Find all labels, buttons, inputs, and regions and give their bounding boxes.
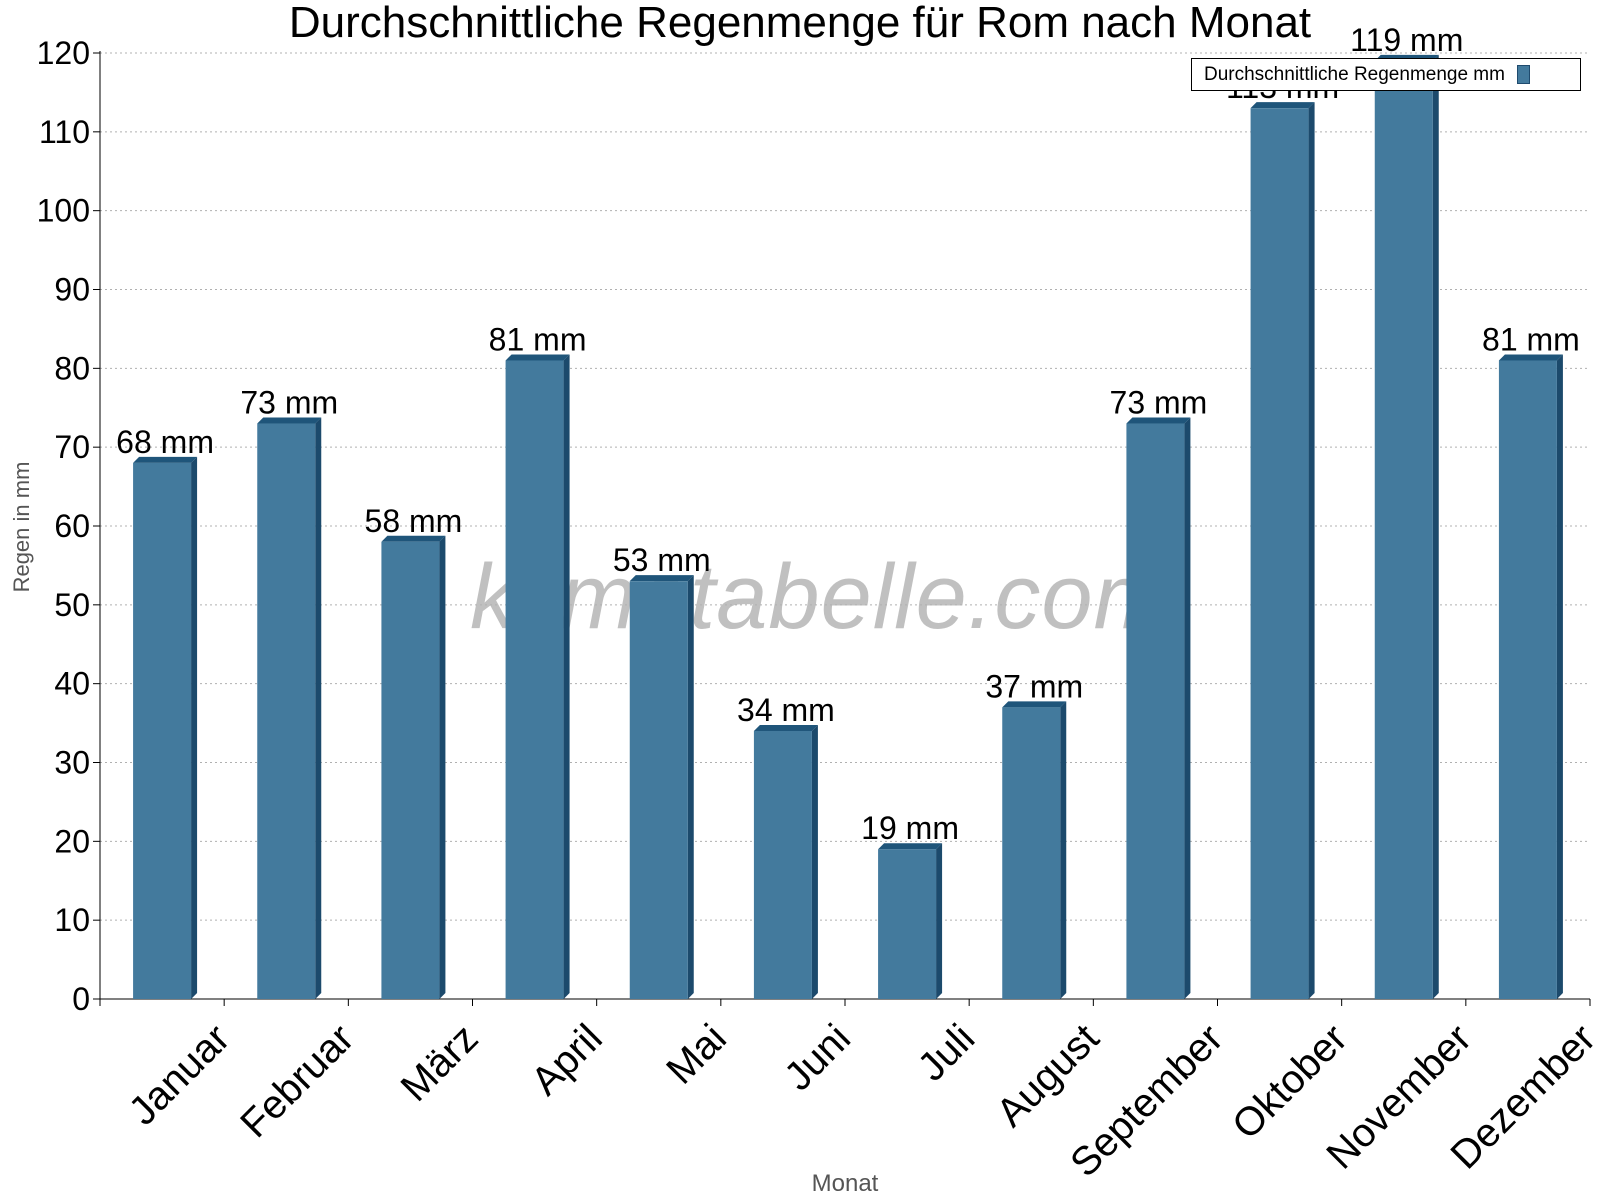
bar-side (687, 575, 694, 999)
bar-top (133, 456, 198, 463)
data-label: 81 mm (1482, 321, 1580, 357)
watermark: klimatabelle.com (470, 546, 1172, 648)
bar-side (1060, 701, 1067, 999)
bar-side (563, 354, 570, 999)
bar (1374, 60, 1433, 999)
y-tick-label: 40 (54, 666, 90, 702)
bar-top (257, 417, 322, 424)
bar (1250, 108, 1309, 999)
bar-side (315, 417, 322, 999)
x-tick-label: März (393, 1016, 487, 1110)
bar (878, 849, 937, 999)
legend-label: Durchschnittliche Regenmenge mm (1204, 63, 1505, 85)
bar (629, 581, 688, 999)
bar-top (381, 535, 446, 542)
bar-top (1498, 354, 1563, 361)
bar-side (439, 535, 446, 999)
bar-side (1432, 54, 1439, 999)
data-label: 68 mm (116, 424, 214, 460)
y-tick-label: 80 (54, 350, 90, 386)
x-tick-label: August (988, 1016, 1107, 1135)
bar (381, 541, 440, 999)
x-tick-label: Juni (776, 1016, 859, 1099)
x-tick-label: Juli (910, 1016, 984, 1090)
bar (1126, 423, 1185, 999)
y-tick-label: 30 (54, 745, 90, 781)
data-label: 37 mm (985, 668, 1083, 704)
bar-top (505, 354, 570, 361)
bar-side (1308, 102, 1315, 999)
x-tick-label: Mai (658, 1016, 735, 1093)
y-tick-label: 10 (54, 902, 90, 938)
bar-side (191, 456, 198, 999)
bar (133, 462, 192, 999)
data-label: 81 mm (489, 321, 587, 357)
bar-top (1002, 701, 1067, 708)
bar (1002, 707, 1061, 999)
bar-side (936, 843, 943, 999)
legend: Durchschnittliche Regenmenge mm (1191, 58, 1581, 91)
bar-side (1556, 354, 1563, 999)
x-tick-label: April (523, 1016, 611, 1104)
data-label: 73 mm (240, 385, 338, 421)
bar (753, 730, 812, 999)
legend-swatch (1516, 65, 1530, 84)
y-tick-label: 110 (39, 114, 90, 150)
data-label: 58 mm (365, 503, 463, 539)
chart-title: Durchschnittliche Regenmenge für Rom nac… (288, 0, 1312, 47)
y-tick-label: 60 (54, 508, 90, 544)
bar-top (1250, 102, 1315, 109)
bar-top (629, 575, 694, 582)
y-tick-label: 70 (54, 429, 90, 465)
y-tick-label: 90 (54, 272, 90, 308)
y-tick-label: 20 (54, 823, 90, 859)
data-label: 19 mm (861, 810, 959, 846)
bar (1498, 360, 1557, 999)
bar-side (811, 724, 818, 999)
x-tick-label: Januar (121, 1016, 239, 1134)
y-tick-label: 100 (37, 193, 90, 229)
data-label: 119 mm (1350, 22, 1463, 58)
bar-side (1184, 417, 1191, 999)
data-label: 34 mm (737, 692, 835, 728)
data-label: 53 mm (613, 542, 711, 578)
y-tick-label: 120 (37, 35, 90, 71)
bar-top (1126, 417, 1191, 424)
bar (505, 360, 564, 999)
bar-top (878, 843, 943, 850)
y-tick-label: 0 (72, 981, 90, 1017)
bar (257, 423, 316, 999)
x-axis-label: Monat (811, 1170, 879, 1197)
bar-top (753, 724, 818, 731)
y-tick-label: 50 (54, 587, 90, 623)
data-label: 73 mm (1110, 385, 1208, 421)
x-tick-label: Februar (232, 1016, 362, 1146)
